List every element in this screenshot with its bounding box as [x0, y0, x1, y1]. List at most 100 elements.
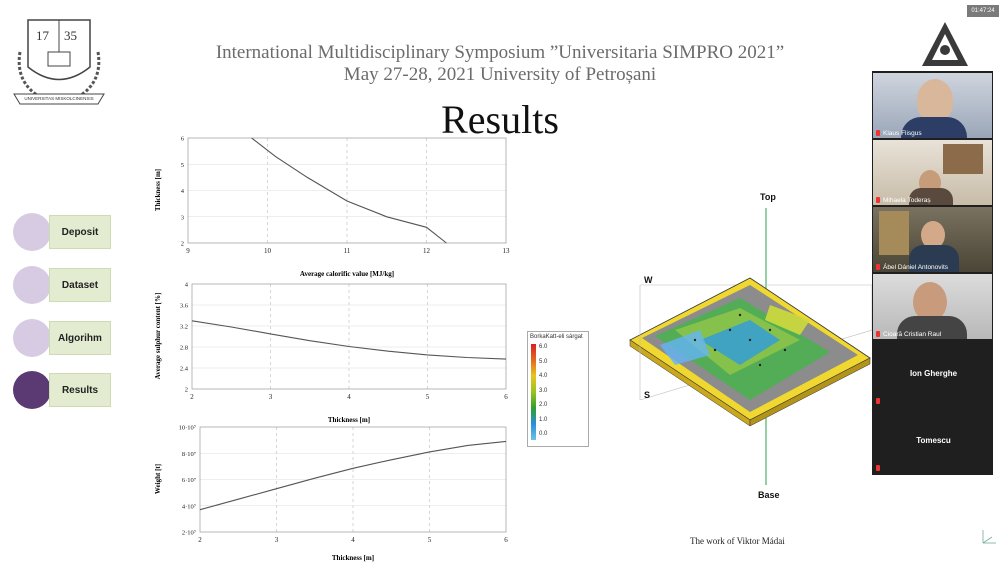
x-tick-label: 2: [198, 536, 202, 544]
logo-ring-text: UNIVERSITAS MISKOLCINENSIS: [24, 96, 94, 101]
participant-name: Klaus Flisgus: [883, 130, 922, 137]
x-tick-label: 3: [275, 536, 279, 544]
legend-value: 5.0: [539, 358, 548, 365]
participant-name: Tomescu: [916, 436, 951, 445]
sulphur-chart: 2 3 4 5 6 2 2.4 2.8 3.2 3.6 4 Thickness [m] Avera…: [154, 282, 508, 425]
participant-tile[interactable]: Tomescu: [873, 408, 992, 473]
x-axis-label: Thickness [m]: [332, 554, 374, 562]
y-axis-label: Thickness [m]: [154, 169, 162, 211]
legend-value: 2.0: [539, 402, 548, 408]
mic-muted-icon: [876, 331, 880, 337]
y-tick-label: 4·10⁷: [182, 503, 196, 510]
credit-text: The work of Viktor Mádai: [690, 536, 785, 546]
x-tick-label: 5: [428, 536, 432, 544]
mic-muted-icon: [876, 465, 880, 471]
y-tick-label: 2.4: [180, 366, 189, 373]
header-line-2: May 27-28, 2021 University of Petroșani: [343, 64, 657, 85]
south-label: S: [644, 390, 651, 400]
chart-frame: [199, 426, 507, 533]
y-tick-label: 2: [181, 241, 184, 248]
x-axis-label: Average calorific value [MJ/kg]: [300, 270, 394, 278]
video-participants-panel: Klaus Flisgus Mihaela Toderaș Ábel Dánie…: [872, 71, 993, 475]
nav-circle-results: [13, 371, 51, 409]
nav-circle-algorihm: [13, 319, 51, 357]
nav-circle-dataset: [13, 266, 51, 304]
x-tick-label: 4: [351, 536, 355, 544]
nav-item-results[interactable]: Results: [49, 373, 111, 407]
participant-name: Mihaela Toderaș: [883, 197, 931, 204]
x-tick-label: 5: [426, 393, 430, 401]
deposit-3d-model: Top Base W S: [600, 190, 873, 520]
participant-name: Ábel Dániel Antonovits: [883, 264, 949, 271]
participant-tile[interactable]: Mihaela Toderaș: [873, 140, 992, 205]
y-tick-label: 6·10⁷: [182, 477, 196, 484]
participant-tile[interactable]: Cioară Cristian Raul: [873, 274, 992, 339]
chart-frame: [187, 137, 507, 244]
participant-tile[interactable]: Ion Gherghe: [873, 341, 992, 406]
y-tick-label: 3.2: [180, 324, 188, 331]
nav-circle-deposit: [13, 213, 51, 251]
y-tick-label: 2·10⁷: [182, 530, 196, 537]
color-legend: BorkaKatt-eli sárgat 6.0 5.0 4.0 3.0 2.0 1.0 0…: [527, 331, 589, 447]
y-tick-label: 8·10⁷: [182, 451, 196, 458]
top-label: Top: [760, 192, 776, 202]
legend-value: 1.0: [539, 416, 548, 423]
y-axis-label: Average sulphur content [%]: [154, 293, 162, 380]
y-axis-label: Weight [t]: [154, 464, 162, 494]
x-tick-label: 6: [504, 536, 508, 544]
logo-year-left: 17: [36, 28, 49, 43]
legend-value: 3.0: [539, 387, 548, 394]
header-line-1: International Multidisciplinary Symposiu…: [215, 42, 785, 63]
west-label: W: [644, 275, 653, 285]
y-tick-label: 2: [185, 387, 188, 394]
nav-item-deposit[interactable]: Deposit: [49, 215, 111, 249]
y-tick-label: 2.8: [180, 345, 188, 352]
calorific-series-line: [251, 137, 447, 244]
weight-series-line: [199, 440, 507, 511]
x-tick-label: 10: [264, 247, 272, 255]
y-tick-label: 10·10⁷: [179, 425, 196, 432]
x-tick-label: 6: [504, 393, 508, 401]
y-tick-label: 6: [181, 136, 185, 143]
weight-chart: 2 3 4 5 6 2·10⁷ 4·10⁷ 6·10⁷ 8·10⁷ 10·10⁷ Thickne…: [154, 425, 508, 563]
participant-name: Cioară Cristian Raul: [883, 331, 942, 338]
legend-value: 6.0: [539, 344, 548, 350]
symposium-logo: [920, 20, 970, 72]
calorific-chart: 9 10 11 12 13 2 3 4 5 6 Average calorific value …: [154, 136, 511, 279]
participant-name: Ion Gherghe: [909, 369, 958, 378]
y-tick-label: 4: [185, 282, 189, 289]
legend-value: 4.0: [539, 373, 548, 379]
legend-gradient: [531, 344, 536, 440]
nav-item-dataset[interactable]: Dataset: [49, 268, 111, 302]
x-tick-label: 3: [269, 393, 273, 401]
mic-muted-icon: [876, 264, 880, 270]
x-tick-label: 9: [186, 247, 190, 255]
base-label: Base: [758, 490, 780, 500]
symposium-header: International Multidisciplinary Symposiu…: [150, 42, 850, 86]
sulphur-series-line: [191, 320, 507, 360]
x-tick-label: 13: [503, 247, 511, 255]
y-tick-label: 5: [181, 162, 184, 169]
x-axis-label: Thickness [m]: [328, 416, 370, 424]
y-tick-label: 4: [181, 188, 185, 195]
y-tick-label: 3: [181, 214, 184, 221]
participant-tile[interactable]: Ábel Dániel Antonovits: [873, 207, 992, 272]
participant-tile[interactable]: Klaus Flisgus: [873, 73, 992, 138]
x-tick-label: 12: [423, 247, 431, 255]
logo-year-right: 35: [64, 28, 77, 43]
x-tick-label: 2: [190, 393, 194, 401]
legend-title: BorkaKatt-eli sárgat: [530, 334, 583, 340]
x-tick-label: 4: [347, 393, 351, 401]
mic-muted-icon: [876, 398, 880, 404]
mic-muted-icon: [876, 197, 880, 203]
y-tick-label: 3.6: [180, 303, 189, 310]
chart-frame: [191, 283, 507, 390]
slide-title: Results: [441, 97, 559, 142]
mic-muted-icon: [876, 130, 880, 136]
nav-item-algorihm[interactable]: Algorihm: [49, 321, 111, 355]
university-logo: 17 35 UNIVERSITAS MISKOLCINENSIS: [10, 12, 108, 112]
legend-value: 0.0: [539, 431, 548, 437]
x-tick-label: 11: [344, 247, 351, 255]
meeting-timer: 01:47:24: [967, 5, 999, 17]
axes-icon: [980, 528, 998, 546]
